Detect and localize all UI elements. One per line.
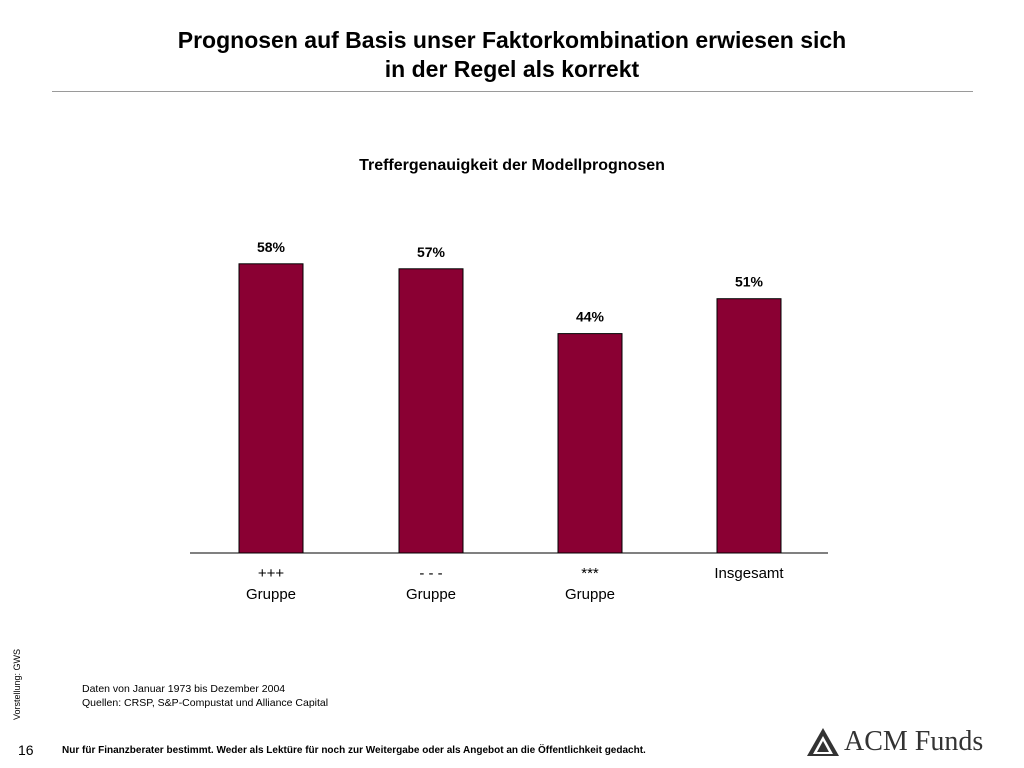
category-label-1-line-1: +++ [258,565,285,582]
category-label-1-line-2: Gruppe [246,586,296,603]
bar-1 [238,263,304,554]
company-logo: ACM Funds [806,726,983,758]
footnote: Daten von Januar 1973 bis Dezember 2004 … [82,682,328,710]
page-number: 16 [18,742,34,758]
data-label-2: 57% [417,244,446,260]
title-divider [52,91,973,92]
category-label-3-line-2: Gruppe [565,586,615,603]
acm-triangle-logo-icon [807,728,839,756]
footnote-date-range: Daten von Januar 1973 bis Dezember 2004 [82,683,286,695]
side-note: Vorstellung: GWS [12,648,22,720]
disclaimer: Nur für Finanzberater bestimmt. Weder al… [62,745,646,756]
footnote-sources: Quellen: CRSP, S&P-Compustat und Allianc… [82,697,329,709]
data-label-4: 51% [735,274,764,290]
chart-title: Treffergenauigkeit der Modellprognosen [359,157,665,174]
data-label-1: 58% [257,239,286,255]
category-label-4-line-1: Insgesamt [714,565,784,582]
category-label-3-line-1: *** [581,565,599,582]
logo-text: ACM Funds [844,726,984,757]
data-label-3: 44% [576,309,605,325]
slide-title-line-2: in der Regel als korrekt [384,56,640,82]
slide-title-line-1: Prognosen auf Basis unser Faktorkombinat… [177,27,847,53]
slide-title: Prognosen auf Basis unser Faktorkombinat… [0,26,1024,84]
bar-3 [557,333,623,554]
category-label-2-line-1: - - - [419,565,442,582]
bar-2 [398,268,464,554]
bar-4 [716,298,782,554]
category-label-2-line-2: Gruppe [406,586,456,603]
